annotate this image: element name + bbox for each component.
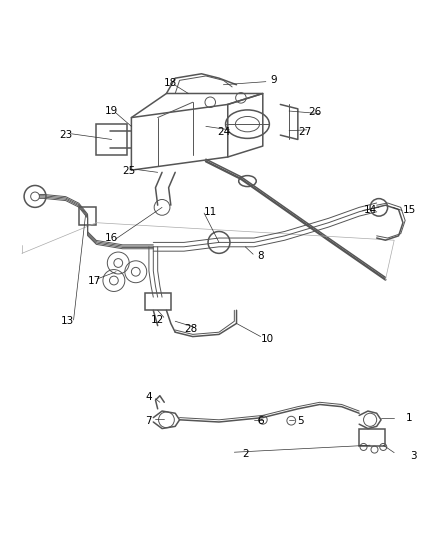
Text: 9: 9	[270, 75, 277, 85]
Text: 27: 27	[298, 127, 311, 136]
Text: 28: 28	[184, 324, 197, 334]
Text: 26: 26	[309, 107, 322, 117]
Text: 25: 25	[123, 166, 136, 176]
Text: 12: 12	[151, 315, 164, 325]
Text: 1: 1	[406, 413, 413, 423]
Text: 3: 3	[410, 451, 417, 461]
Text: 7: 7	[145, 416, 152, 426]
Text: 11: 11	[204, 207, 217, 217]
Bar	[145, 293, 171, 310]
Bar	[96, 124, 127, 155]
Text: 4: 4	[145, 392, 152, 401]
Bar	[359, 429, 385, 446]
Text: 17: 17	[88, 276, 101, 286]
Text: 23: 23	[59, 130, 72, 140]
Text: 2: 2	[242, 449, 249, 459]
Bar	[79, 207, 96, 225]
Text: 15: 15	[403, 205, 416, 215]
Text: 10: 10	[261, 334, 274, 344]
Text: 18: 18	[164, 78, 177, 88]
Text: 24: 24	[217, 127, 230, 136]
Text: 19: 19	[105, 106, 118, 116]
Text: 5: 5	[297, 416, 304, 426]
Text: 14: 14	[364, 205, 377, 215]
Text: 6: 6	[257, 416, 264, 426]
Text: 8: 8	[257, 251, 264, 261]
Text: 13: 13	[61, 316, 74, 326]
Text: 16: 16	[105, 233, 118, 243]
